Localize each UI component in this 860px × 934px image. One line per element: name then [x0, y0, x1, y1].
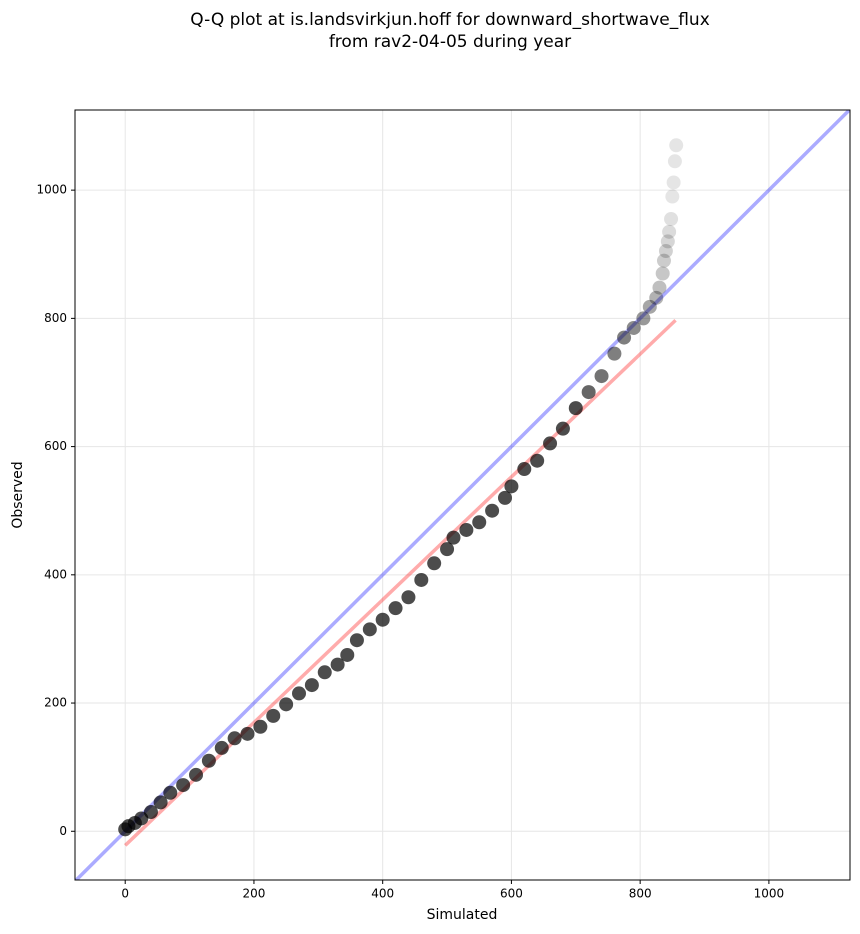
point	[667, 154, 682, 169]
point	[340, 647, 355, 662]
point	[253, 719, 268, 734]
point	[163, 785, 178, 800]
chart-title: from rav2-04-05 during year	[329, 32, 571, 52]
y-tick-label: 600	[44, 439, 67, 453]
point	[459, 522, 474, 537]
x-tick-label: 1000	[754, 887, 785, 901]
x-tick-label: 0	[121, 887, 129, 901]
point	[317, 665, 332, 680]
point	[240, 726, 255, 741]
point	[375, 612, 390, 627]
point	[543, 436, 558, 451]
point	[517, 462, 532, 477]
y-tick-label: 0	[59, 824, 67, 838]
point	[649, 290, 664, 305]
point	[279, 697, 294, 712]
point	[362, 622, 377, 637]
point	[617, 330, 632, 345]
point	[656, 253, 671, 268]
point	[401, 590, 416, 605]
y-tick-label: 1000	[36, 183, 67, 197]
point	[189, 767, 204, 782]
point	[594, 369, 609, 384]
point	[143, 805, 158, 820]
point	[655, 266, 670, 281]
point	[388, 601, 403, 616]
point	[504, 479, 519, 494]
point	[662, 224, 677, 239]
point	[658, 244, 673, 259]
point	[666, 175, 681, 190]
reference-line	[75, 110, 850, 880]
reference-line	[123, 319, 677, 847]
point	[581, 385, 596, 400]
y-tick-label: 200	[44, 696, 67, 710]
point	[660, 234, 675, 249]
point	[330, 657, 345, 672]
point	[427, 556, 442, 571]
point	[446, 530, 461, 545]
plot-frame	[74, 109, 851, 881]
point	[626, 320, 641, 335]
point	[201, 753, 216, 768]
point	[349, 633, 364, 648]
y-tick-label: 400	[44, 567, 67, 581]
point	[227, 731, 242, 746]
point	[664, 211, 679, 226]
point	[497, 490, 512, 505]
x-tick-label: 400	[371, 887, 394, 901]
y-axis-label: Observed	[10, 461, 26, 528]
point	[440, 542, 455, 557]
point	[266, 708, 281, 723]
point	[485, 503, 500, 518]
point	[304, 678, 319, 693]
chart-title: Q-Q plot at is.landsvirkjun.hoff for dow…	[190, 10, 710, 30]
point	[607, 346, 622, 361]
point	[214, 740, 229, 755]
point	[636, 311, 651, 326]
point	[472, 515, 487, 530]
point	[665, 189, 680, 204]
point	[669, 138, 684, 153]
point	[176, 778, 191, 793]
x-tick-label: 800	[629, 887, 652, 901]
point	[652, 280, 667, 295]
y-tick-label: 800	[44, 311, 67, 325]
point	[642, 299, 657, 314]
point	[568, 401, 583, 416]
point	[414, 572, 429, 587]
point	[153, 795, 168, 810]
point	[555, 421, 570, 436]
point	[292, 686, 307, 701]
x-axis-label: Simulated	[427, 907, 498, 923]
point	[530, 453, 545, 468]
x-tick-label: 200	[242, 887, 265, 901]
x-tick-label: 600	[500, 887, 523, 901]
